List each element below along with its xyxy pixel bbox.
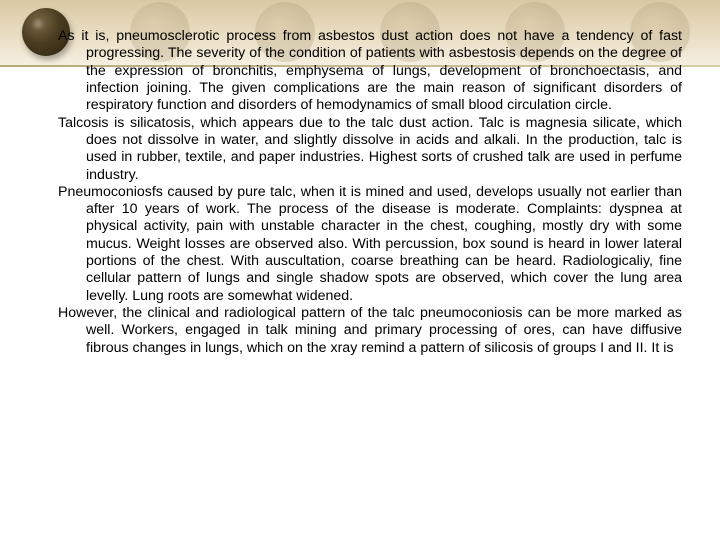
paragraph: However, the clinical and radiological p…: [58, 305, 682, 357]
paragraph: As it is, pneumosclerotic process from a…: [58, 28, 682, 115]
paragraph: Pneumoconiosfs caused by pure talc, when…: [58, 184, 682, 305]
paragraph: Talcosis is silicatosis, which appears d…: [58, 115, 682, 184]
slide-text-content: As it is, pneumosclerotic process from a…: [58, 28, 682, 357]
